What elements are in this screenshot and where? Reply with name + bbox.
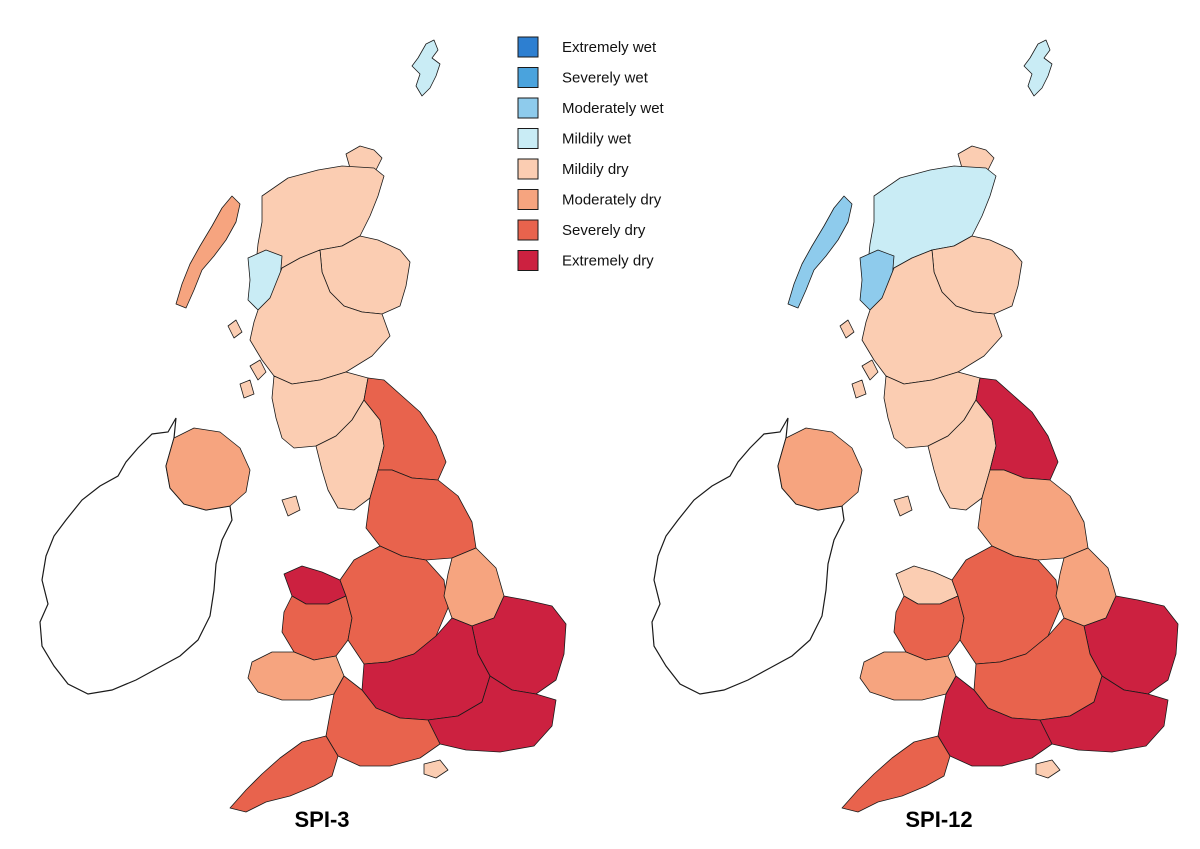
spi-3-map — [39, 39, 567, 813]
region-central-scotland — [249, 249, 391, 385]
region-yorkshire — [977, 469, 1089, 561]
spi-12-map — [651, 39, 1179, 813]
legend-swatch — [517, 67, 539, 88]
legend-label: Severely dry — [562, 222, 646, 239]
legend-label: Moderately dry — [562, 192, 662, 209]
region-isle-of-wight — [423, 759, 449, 779]
region-mid-wales — [281, 595, 353, 661]
region-northern-ireland — [165, 427, 251, 511]
legend-label: Severely wet — [562, 70, 649, 87]
small-island — [227, 319, 243, 339]
legend-swatch — [517, 36, 539, 58]
legend-label: Extremely dry — [562, 253, 654, 270]
region-south-wales — [859, 651, 957, 701]
legend-swatch — [517, 97, 539, 119]
small-island — [839, 319, 855, 339]
legend-swatch — [517, 250, 539, 271]
region-outer-hebrides — [787, 195, 853, 309]
region-mid-wales — [893, 595, 965, 661]
region-outer-hebrides — [175, 195, 241, 309]
region-lincolnshire — [443, 547, 505, 627]
region-isle-of-wight — [1035, 759, 1061, 779]
region-northeast-england — [363, 377, 447, 481]
legend-swatch — [517, 189, 539, 210]
legend-label: Extremely wet — [562, 39, 657, 56]
legend-swatch — [517, 158, 539, 180]
spi-3-title: SPI-3 — [294, 807, 349, 832]
small-island — [861, 359, 879, 381]
small-island — [851, 379, 867, 399]
region-south-wales — [247, 651, 345, 701]
region-yorkshire — [365, 469, 477, 561]
region-northern-ireland — [777, 427, 863, 511]
region-shetland — [411, 39, 441, 97]
small-island — [239, 379, 255, 399]
region-southwest — [841, 735, 951, 813]
small-island — [893, 495, 913, 517]
legend-label: Mildily wet — [562, 131, 632, 148]
region-central-scotland — [861, 249, 1003, 385]
region-northeast-england — [975, 377, 1059, 481]
small-island — [249, 359, 267, 381]
small-island — [281, 495, 301, 517]
legend-swatch — [517, 219, 539, 241]
region-shetland — [1023, 39, 1053, 97]
region-lincolnshire — [1055, 547, 1117, 627]
legend-label: Moderately wet — [562, 100, 665, 117]
region-southwest — [229, 735, 339, 813]
legend-label: Mildily dry — [562, 161, 629, 178]
spi-12-title: SPI-12 — [905, 807, 972, 832]
legend-swatch — [517, 128, 539, 149]
legend: Extremely wet Severely wet Moderately wet M… — [517, 36, 665, 271]
